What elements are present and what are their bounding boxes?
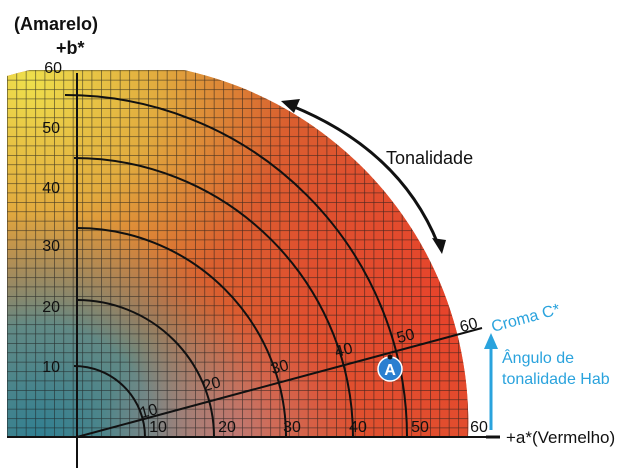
a-axis-ticks: 10 20 30 40 50 60 — [149, 419, 488, 436]
arc-40 — [73, 157, 354, 438]
arc-50 — [64, 94, 408, 438]
a-tick-50: 50 — [411, 419, 429, 436]
a-axis-label: +a*(Vermelho) — [506, 428, 615, 447]
chroma-arc-labels: 10 20 30 40 50 60 — [138, 315, 480, 422]
b-tick-60: 60 — [44, 60, 62, 77]
arc-label-60: 60 — [458, 315, 480, 336]
b-axis-name: (Amarelo) — [14, 14, 98, 34]
arc-label-50: 50 — [395, 326, 417, 347]
hue-arrow-head-end — [432, 238, 446, 254]
b-axis-ticks: 10 20 30 40 50 60 — [42, 60, 62, 376]
point-a-label: A — [384, 362, 396, 379]
hue-angle-label-line1: Ângulo de — [502, 348, 574, 367]
a-tick-20: 20 — [218, 419, 236, 436]
arc-label-20: 20 — [201, 374, 223, 395]
a-tick-60: 60 — [470, 419, 488, 436]
hue-arrow-head-start — [281, 99, 300, 113]
arc-30 — [76, 227, 287, 438]
b-tick-20: 20 — [42, 299, 60, 316]
color-quadrant — [7, 70, 469, 437]
b-axis-label: +b* — [56, 38, 85, 58]
arc-10 — [73, 365, 146, 438]
arc-label-40: 40 — [333, 340, 355, 361]
b-tick-10: 10 — [42, 359, 60, 376]
hue-label: Tonalidade — [386, 148, 473, 168]
hue-angle-label-line2: tonalidade Hab — [502, 371, 610, 388]
chroma-label: Croma C* — [490, 301, 562, 336]
hue-angle-line — [76, 327, 483, 438]
b-tick-40: 40 — [42, 180, 60, 197]
a-tick-30: 30 — [283, 419, 301, 436]
point-a-marker: A — [377, 354, 403, 382]
arc-label-30: 30 — [269, 357, 291, 378]
hue-arrow — [281, 99, 446, 254]
hue-angle-arrow — [484, 333, 498, 430]
arc-20 — [76, 299, 215, 438]
a-tick-40: 40 — [349, 419, 367, 436]
a-tick-10: 10 — [149, 419, 167, 436]
b-tick-50: 50 — [42, 120, 60, 137]
grid-overlay — [7, 70, 469, 437]
chroma-arcs — [64, 94, 408, 438]
arc-label-10: 10 — [138, 401, 160, 422]
b-tick-30: 30 — [42, 238, 60, 255]
